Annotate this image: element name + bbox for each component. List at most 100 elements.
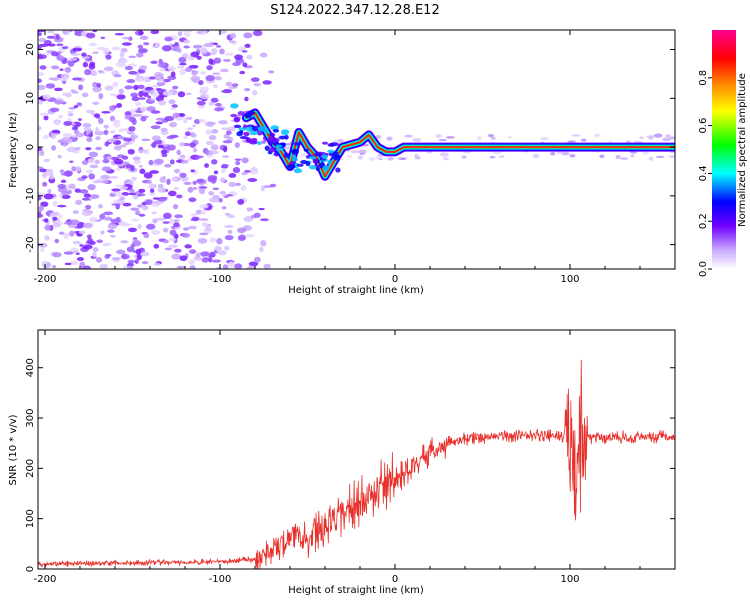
spectrogram-x-axis: -200 -100 0 100: [34, 30, 676, 285]
spectrogram-noise-blob: [198, 188, 206, 195]
spectrogram-noise-blob: [253, 256, 261, 263]
spectrogram-noise-blob: [244, 169, 251, 173]
snr-y-label: SNR (10 * v/v): [8, 414, 19, 485]
spectrogram-noise-blob: [59, 169, 64, 174]
spectrogram-noise-blob: [97, 117, 104, 125]
spectrogram-signal-blob: [257, 125, 267, 132]
spectrogram-noise-blob: [51, 211, 60, 216]
spectrogram-noise-blob: [144, 86, 154, 91]
spectrogram-noise-blob: [97, 69, 104, 73]
spectrogram-noise-blob: [192, 124, 197, 128]
spectrogram-noise-blob: [227, 261, 236, 268]
spectrogram-noise-blob: [196, 30, 203, 34]
spectrogram-noise-blob: [174, 42, 179, 45]
spectrogram-noise-blob: [166, 135, 175, 140]
spectrogram-noise-blob: [221, 164, 229, 167]
spectrogram-noise-blob: [167, 65, 176, 72]
spectrogram-noise-blob: [258, 207, 265, 211]
spectrogram-noise-blob: [221, 127, 231, 131]
spectrogram-noise-blob: [181, 53, 189, 59]
spectrogram-noise-blob: [168, 237, 176, 242]
spectrogram-noise-blob: [167, 144, 176, 151]
spectrogram-noise-blob: [137, 193, 146, 197]
spectrogram-noise-blob: [190, 51, 199, 58]
spectrogram-noise-blob: [40, 246, 45, 253]
spectrogram-noise-blob: [201, 257, 209, 263]
spectrogram-noise-blob: [183, 30, 191, 38]
spectrogram-noise-blob: [89, 216, 98, 223]
spectrogram-noise-blob: [218, 197, 223, 203]
spectrogram-noise-blob: [124, 111, 132, 117]
spectrogram-noise-blob: [140, 251, 150, 257]
spectrogram-signal-blob: [274, 150, 280, 157]
spectrogram-noise-blob: [209, 237, 217, 243]
spectrogram-noise-blob: [139, 168, 146, 175]
spectrogram-ytick-label: -20: [25, 236, 36, 252]
snr-ytick-label: 300: [25, 409, 36, 428]
spectrogram-noise-blob: [176, 157, 184, 161]
spectrogram-noise-blob: [150, 60, 158, 64]
spectrogram-noise-blob: [51, 77, 60, 81]
spectrogram-signal-blob: [239, 130, 244, 134]
spectrogram-signal-blob: [249, 131, 259, 136]
spectrogram-noise-blob: [62, 132, 73, 138]
spectrogram-noise-blob: [147, 95, 152, 99]
spectrogram-noise-blob: [141, 260, 149, 265]
spectrogram-noise-blob: [151, 229, 161, 236]
spectrogram-noise-blob: [87, 158, 95, 164]
spectrogram-noise-blob: [72, 240, 81, 245]
spectrogram-noise-blob: [190, 213, 198, 217]
spectrogram-signal-blob: [257, 141, 262, 146]
spectrogram-noise-blob: [61, 60, 68, 64]
spectrogram-noise-blob: [210, 177, 217, 184]
spectrogram-noise-blob: [223, 245, 230, 251]
spectrogram-noise-blob: [72, 47, 83, 52]
spectrogram-noise-blob: [196, 55, 202, 60]
spectrogram-noise-blob: [157, 197, 168, 202]
spectrogram-noise-blob: [630, 153, 635, 158]
spectrogram-noise-blob: [172, 85, 179, 90]
spectrogram-noise-blob: [103, 129, 109, 136]
spectrogram-noise-blob: [152, 218, 158, 224]
spectrogram-signal-blob: [245, 137, 252, 143]
spectrogram-noise-blob: [104, 141, 110, 147]
spectrogram-noise-blob: [210, 48, 218, 54]
spectrogram-noise-blob: [115, 62, 125, 66]
spectrogram-noise-blob: [153, 262, 161, 266]
spectrogram-noise-blob: [58, 193, 63, 198]
spectrogram-noise-blob: [131, 96, 140, 102]
spectrogram-signal-blob: [321, 154, 328, 160]
spectrogram-noise-blob: [129, 134, 139, 140]
spectrogram-noise-blob: [461, 155, 467, 159]
spectrogram-noise-blob: [213, 170, 219, 175]
spectrogram-noise-blob: [210, 144, 219, 151]
spectrogram-noise-blob: [113, 74, 122, 78]
spectrogram-noise-blob: [241, 157, 249, 164]
spectrogram-noise-blob: [224, 52, 234, 56]
spectrogram-noise-blob: [250, 77, 260, 83]
spectrogram-noise-blob: [185, 67, 192, 73]
spectrogram-noise-blob: [149, 170, 160, 174]
spectrogram-noise-blob: [109, 176, 119, 179]
spectrogram-noise-blob: [139, 35, 149, 40]
spectrogram-noise-blob: [188, 249, 197, 254]
spectrogram-noise-blob: [173, 222, 180, 228]
spectrogram-noise-blob: [123, 137, 133, 142]
spectrogram-noise-blob: [143, 172, 153, 179]
spectrogram-signal-blob: [291, 154, 297, 159]
spectrogram-noise-blob: [196, 178, 205, 184]
spectrogram-noise-blob: [183, 181, 192, 186]
spectrogram-noise-blob: [101, 166, 112, 172]
spectrogram-signal-blob: [283, 152, 290, 158]
spectrogram-noise-blob: [102, 242, 112, 246]
spectrogram-noise-blob: [162, 239, 170, 244]
spectrogram-noise-blob: [47, 30, 55, 34]
colorbar-tick-label: 0.0: [698, 261, 709, 277]
spectrogram-noise-blob: [189, 132, 196, 138]
spectrogram-noise-blob: [126, 246, 135, 253]
spectrogram-noise-blob: [164, 247, 173, 251]
spectrogram-signal-blob: [284, 135, 289, 140]
spectrogram-noise-blob: [122, 59, 129, 63]
spectrogram-noise-blob: [81, 52, 87, 57]
